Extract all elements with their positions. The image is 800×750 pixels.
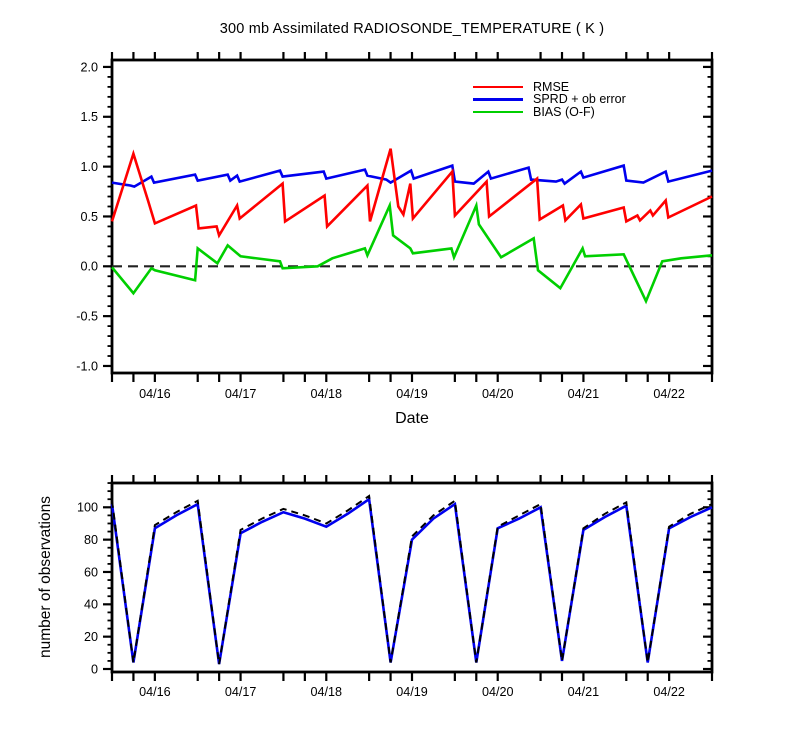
date-label: 04/20 [482,685,514,699]
legend-label-rmse: RMSE [533,80,570,94]
y-tick-label: 2.0 [80,60,98,74]
y-tick-label: 100 [77,501,98,515]
date-label: 04/20 [482,387,514,401]
legend-label-bias: BIAS (O-F) [533,104,595,119]
y-tick-label: 80 [84,533,98,547]
legend-label-sprd: SPRD + ob error [533,92,626,107]
y-tick-label: 1.5 [80,110,98,124]
date-label: 04/22 [653,387,685,401]
y-tick-label: 20 [84,630,98,644]
rmse-line [110,148,713,239]
y-tick-label: 60 [84,565,98,579]
date-label: 04/18 [311,685,343,699]
date-label: 04/17 [225,387,257,401]
x-axis-title: Date [395,410,429,427]
y-tick-label: 0 [91,662,98,676]
y-axis-title-observations: number of observations [37,496,54,658]
date-label: 04/19 [396,387,428,401]
sprd-ob-error-line [111,163,713,189]
date-label: 04/16 [139,387,171,401]
y-tick-label: -0.5 [76,310,98,324]
observations-expected-line [111,494,713,665]
y-tick-label: -1.0 [76,359,98,373]
date-label: 04/16 [139,685,171,699]
legend-row-bias: BIAS (O-F) [473,104,626,119]
legend-row-rmse: RMSE [473,81,626,93]
date-label: 04/18 [311,387,343,401]
chart-title: 300 mb Assimilated RADIOSONDE_TEMPERATUR… [219,21,605,37]
y-tick-label: 1.0 [80,160,98,174]
bias-line-swatch [473,110,523,114]
date-label: 04/17 [225,685,257,699]
y-tick-label: 0.5 [80,210,98,224]
date-label: 04/21 [568,685,600,699]
date-label: 04/21 [568,387,600,401]
panel-frame [110,481,714,674]
bias-o-f--line [110,200,713,305]
legend-row-sprd: SPRD + ob error [473,92,626,107]
y-tick-label: 0.0 [80,260,98,274]
sprd-line-swatch [473,98,523,101]
date-label: 04/22 [653,685,685,699]
date-label: 04/19 [396,685,428,699]
y-tick-label: 40 [84,598,98,612]
rmse-line-swatch [473,85,523,89]
observations-line [110,496,713,665]
legend: RMSE SPRD + ob error BIAS (O-F) [473,81,626,118]
